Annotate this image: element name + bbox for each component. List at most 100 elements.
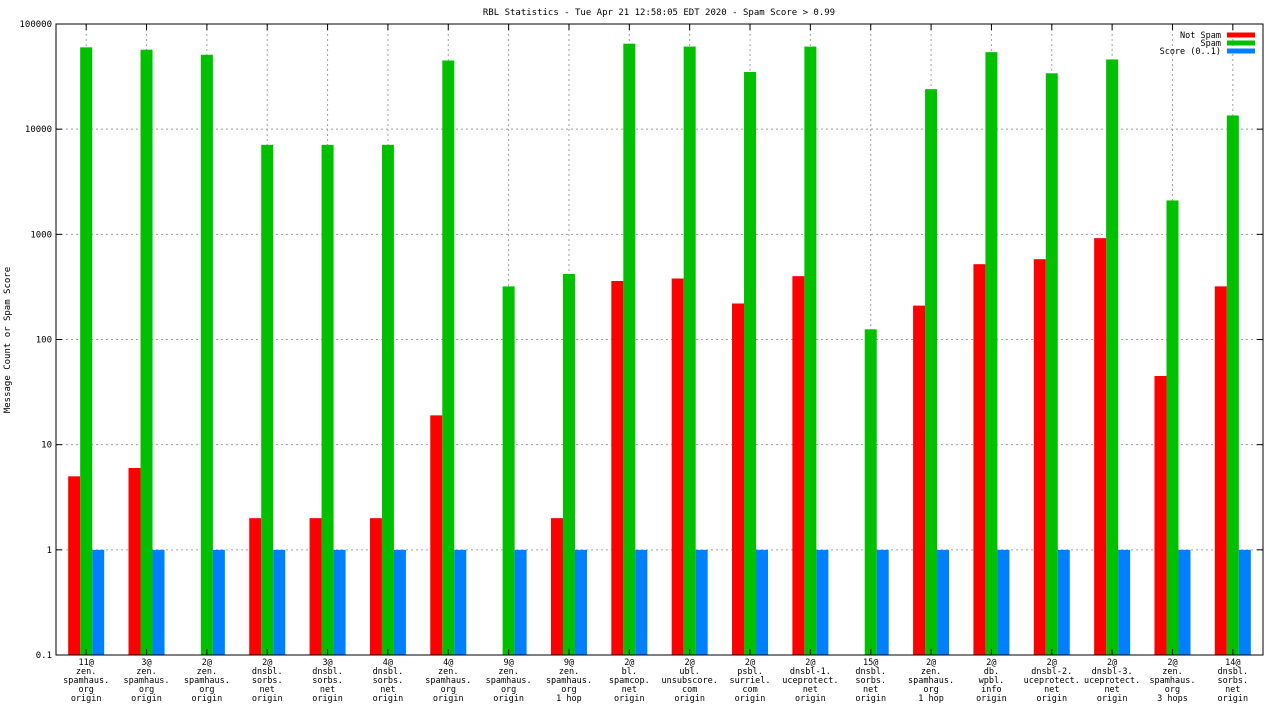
category-label: sorbs.: [373, 676, 404, 686]
bar-spam: [1045, 73, 1058, 655]
category-label: uceprotect.: [782, 676, 838, 686]
bar-not-spam: [913, 305, 926, 655]
bar-not-spam: [430, 415, 443, 655]
category-label: zen.: [559, 667, 579, 677]
bar-score-0-1: [273, 549, 286, 655]
bar-spam: [1106, 59, 1119, 656]
bar-spam: [1226, 115, 1239, 655]
category-label: origin: [373, 694, 404, 704]
category-label: zen.: [921, 667, 941, 677]
bar-spam: [200, 54, 213, 656]
bar-spam: [864, 329, 877, 655]
category-label: 3 hops: [1157, 694, 1188, 704]
category-label: origin: [252, 694, 283, 704]
category-label: zen.: [197, 667, 217, 677]
bar-not-spam: [369, 518, 382, 655]
bar-spam: [623, 43, 636, 655]
category-label: 4@: [443, 658, 453, 668]
chart-title: RBL Statistics - Tue Apr 21 12:58:05 EDT…: [483, 8, 835, 18]
category-label: zen.: [76, 667, 96, 677]
bar-not-spam: [1094, 238, 1107, 655]
bar-score-0-1: [393, 549, 406, 655]
bar-spam: [140, 49, 153, 655]
category-label: org: [501, 685, 516, 695]
category-label: org: [78, 685, 93, 695]
bar-score-0-1: [92, 549, 105, 655]
category-label: net: [803, 685, 818, 695]
bar-spam: [562, 273, 575, 655]
category-label: net: [320, 685, 335, 695]
category-label: 2@: [685, 658, 695, 668]
category-label: net: [1044, 685, 1059, 695]
category-label: dnsbl.: [312, 667, 343, 677]
category-label: 15@: [863, 658, 878, 668]
bar-not-spam: [973, 264, 986, 655]
bar-spam: [381, 144, 394, 655]
bar-spam: [502, 286, 515, 655]
category-label: origin: [614, 694, 645, 704]
legend-swatch: [1227, 48, 1255, 54]
category-label: net: [260, 685, 275, 695]
bar-not-spam: [1154, 375, 1167, 655]
bar-score-0-1: [997, 549, 1010, 655]
category-label: sorbs.: [312, 676, 343, 686]
category-label: surriel.: [730, 676, 771, 686]
category-label: bl.: [622, 667, 637, 677]
y-tick-label: 10000: [25, 125, 52, 135]
category-label: spamhaus.: [425, 676, 471, 686]
category-label: origin: [976, 694, 1007, 704]
category-label: net: [380, 685, 395, 695]
category-label: org: [1165, 685, 1180, 695]
legend-label: Not Spam: [1180, 31, 1221, 41]
category-label: 4@: [383, 658, 393, 668]
category-label: 11@: [78, 658, 93, 668]
y-tick-label: 10: [41, 441, 52, 451]
category-label: 9@: [504, 658, 514, 668]
bar-score-0-1: [1178, 549, 1191, 655]
bar-score-0-1: [574, 549, 587, 655]
category-label: 9@: [564, 658, 574, 668]
y-tick-label: 100: [36, 336, 52, 346]
bar-score-0-1: [1238, 549, 1251, 655]
bar-spam: [925, 89, 938, 656]
bar-not-spam: [550, 518, 563, 655]
bar-score-0-1: [152, 549, 165, 655]
bar-spam: [80, 47, 93, 655]
category-label: 3@: [322, 658, 332, 668]
category-label: uceprotect.: [1024, 676, 1080, 686]
category-label: 2@: [202, 658, 212, 668]
category-label: net: [1225, 685, 1240, 695]
category-label: unsubscore.: [662, 676, 718, 686]
category-label: org: [441, 685, 456, 695]
category-label: 3@: [141, 658, 151, 668]
bar-score-0-1: [333, 549, 346, 655]
category-label: spamhaus.: [546, 676, 592, 686]
bar-not-spam: [68, 476, 81, 655]
y-tick-label: 1: [47, 546, 52, 556]
category-label: 1 hop: [918, 694, 944, 704]
category-label: sorbs.: [252, 676, 283, 686]
category-label: origin: [855, 694, 886, 704]
category-label: net: [622, 685, 637, 695]
bar-spam: [442, 60, 455, 656]
category-label: wpbl.: [979, 676, 1005, 686]
category-label: sorbs.: [1217, 676, 1248, 686]
grid-layer: [56, 24, 1263, 655]
category-label: origin: [131, 694, 162, 704]
bar-score-0-1: [635, 549, 648, 655]
category-label: origin: [192, 694, 223, 704]
category-label: com: [682, 685, 697, 695]
bar-score-0-1: [756, 549, 769, 655]
category-label: 2@: [1167, 658, 1177, 668]
category-label: ubl.: [679, 667, 699, 677]
bar-score-0-1: [876, 549, 889, 655]
category-label: 2@: [805, 658, 815, 668]
category-label: origin: [71, 694, 102, 704]
bar-not-spam: [671, 278, 684, 655]
category-label: db.: [984, 667, 999, 677]
category-label: 2@: [1047, 658, 1057, 668]
bar-not-spam: [128, 467, 141, 655]
bar-score-0-1: [1118, 549, 1131, 655]
category-label: origin: [1217, 694, 1248, 704]
